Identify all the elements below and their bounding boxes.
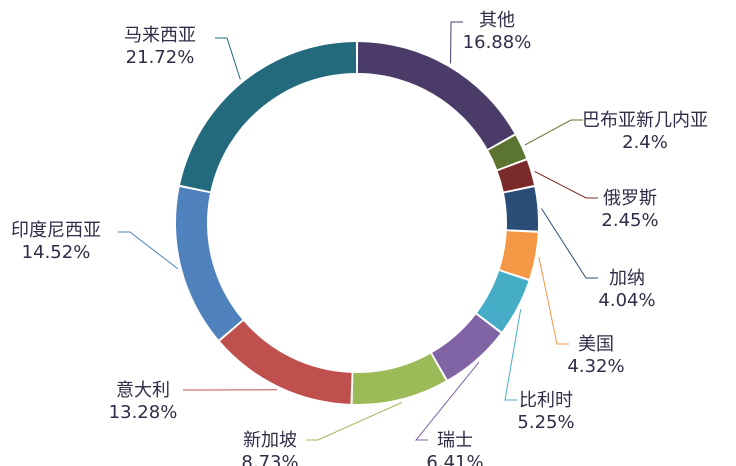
slice-label-6: 瑞士 — [437, 430, 473, 451]
leader-line-0 — [450, 21, 463, 64]
slice-value-8: 13.28% — [109, 402, 178, 423]
donut-slice-7 — [352, 353, 446, 404]
leader-line-4 — [538, 256, 569, 345]
slice-value-2: 2.45% — [601, 210, 658, 231]
donut-slice-6 — [432, 314, 501, 380]
slice-value-4: 4.32% — [567, 356, 624, 377]
leader-line-5 — [504, 309, 522, 401]
slice-value-1: 2.4% — [622, 132, 668, 153]
slice-label-3: 加纳 — [609, 268, 645, 289]
leader-line-9 — [118, 231, 179, 270]
leader-line-3 — [541, 208, 598, 279]
slice-label-10: 马来西亚 — [124, 25, 196, 46]
slice-value-7: 8.73% — [241, 452, 298, 466]
slice-label-8: 意大利 — [116, 380, 170, 401]
donut-slice-1 — [488, 135, 527, 170]
donut-slice-10 — [180, 42, 357, 192]
slice-label-7: 新加坡 — [243, 430, 297, 451]
leader-line-1 — [524, 119, 583, 146]
slice-value-0: 16.88% — [463, 32, 532, 53]
donut-slice-4 — [499, 231, 538, 279]
donut-slice-0 — [357, 42, 515, 149]
leader-line-10 — [215, 37, 241, 80]
slice-label-4: 美国 — [578, 334, 614, 355]
slice-value-6: 6.41% — [426, 452, 483, 466]
leader-line-7 — [306, 402, 402, 441]
slice-label-2: 俄罗斯 — [603, 188, 657, 209]
slice-value-10: 21.72% — [126, 47, 195, 68]
slice-value-3: 4.04% — [598, 290, 655, 311]
donut-slice-8 — [219, 321, 352, 404]
donut-slice-5 — [476, 271, 529, 332]
donut-slice-2 — [497, 160, 534, 192]
leader-line-2 — [534, 170, 598, 199]
slice-value-5: 5.25% — [517, 412, 574, 433]
slice-label-9: 印度尼西亚 — [11, 220, 101, 241]
slice-label-1: 巴布亚新几内亚 — [582, 110, 708, 131]
donut-slice-9 — [175, 187, 243, 340]
donut-slice-3 — [504, 187, 538, 231]
slice-value-9: 14.52% — [22, 242, 91, 263]
slice-label-0: 其他 — [479, 10, 515, 31]
slice-label-5: 比利时 — [519, 390, 573, 411]
leader-line-6 — [414, 361, 480, 441]
